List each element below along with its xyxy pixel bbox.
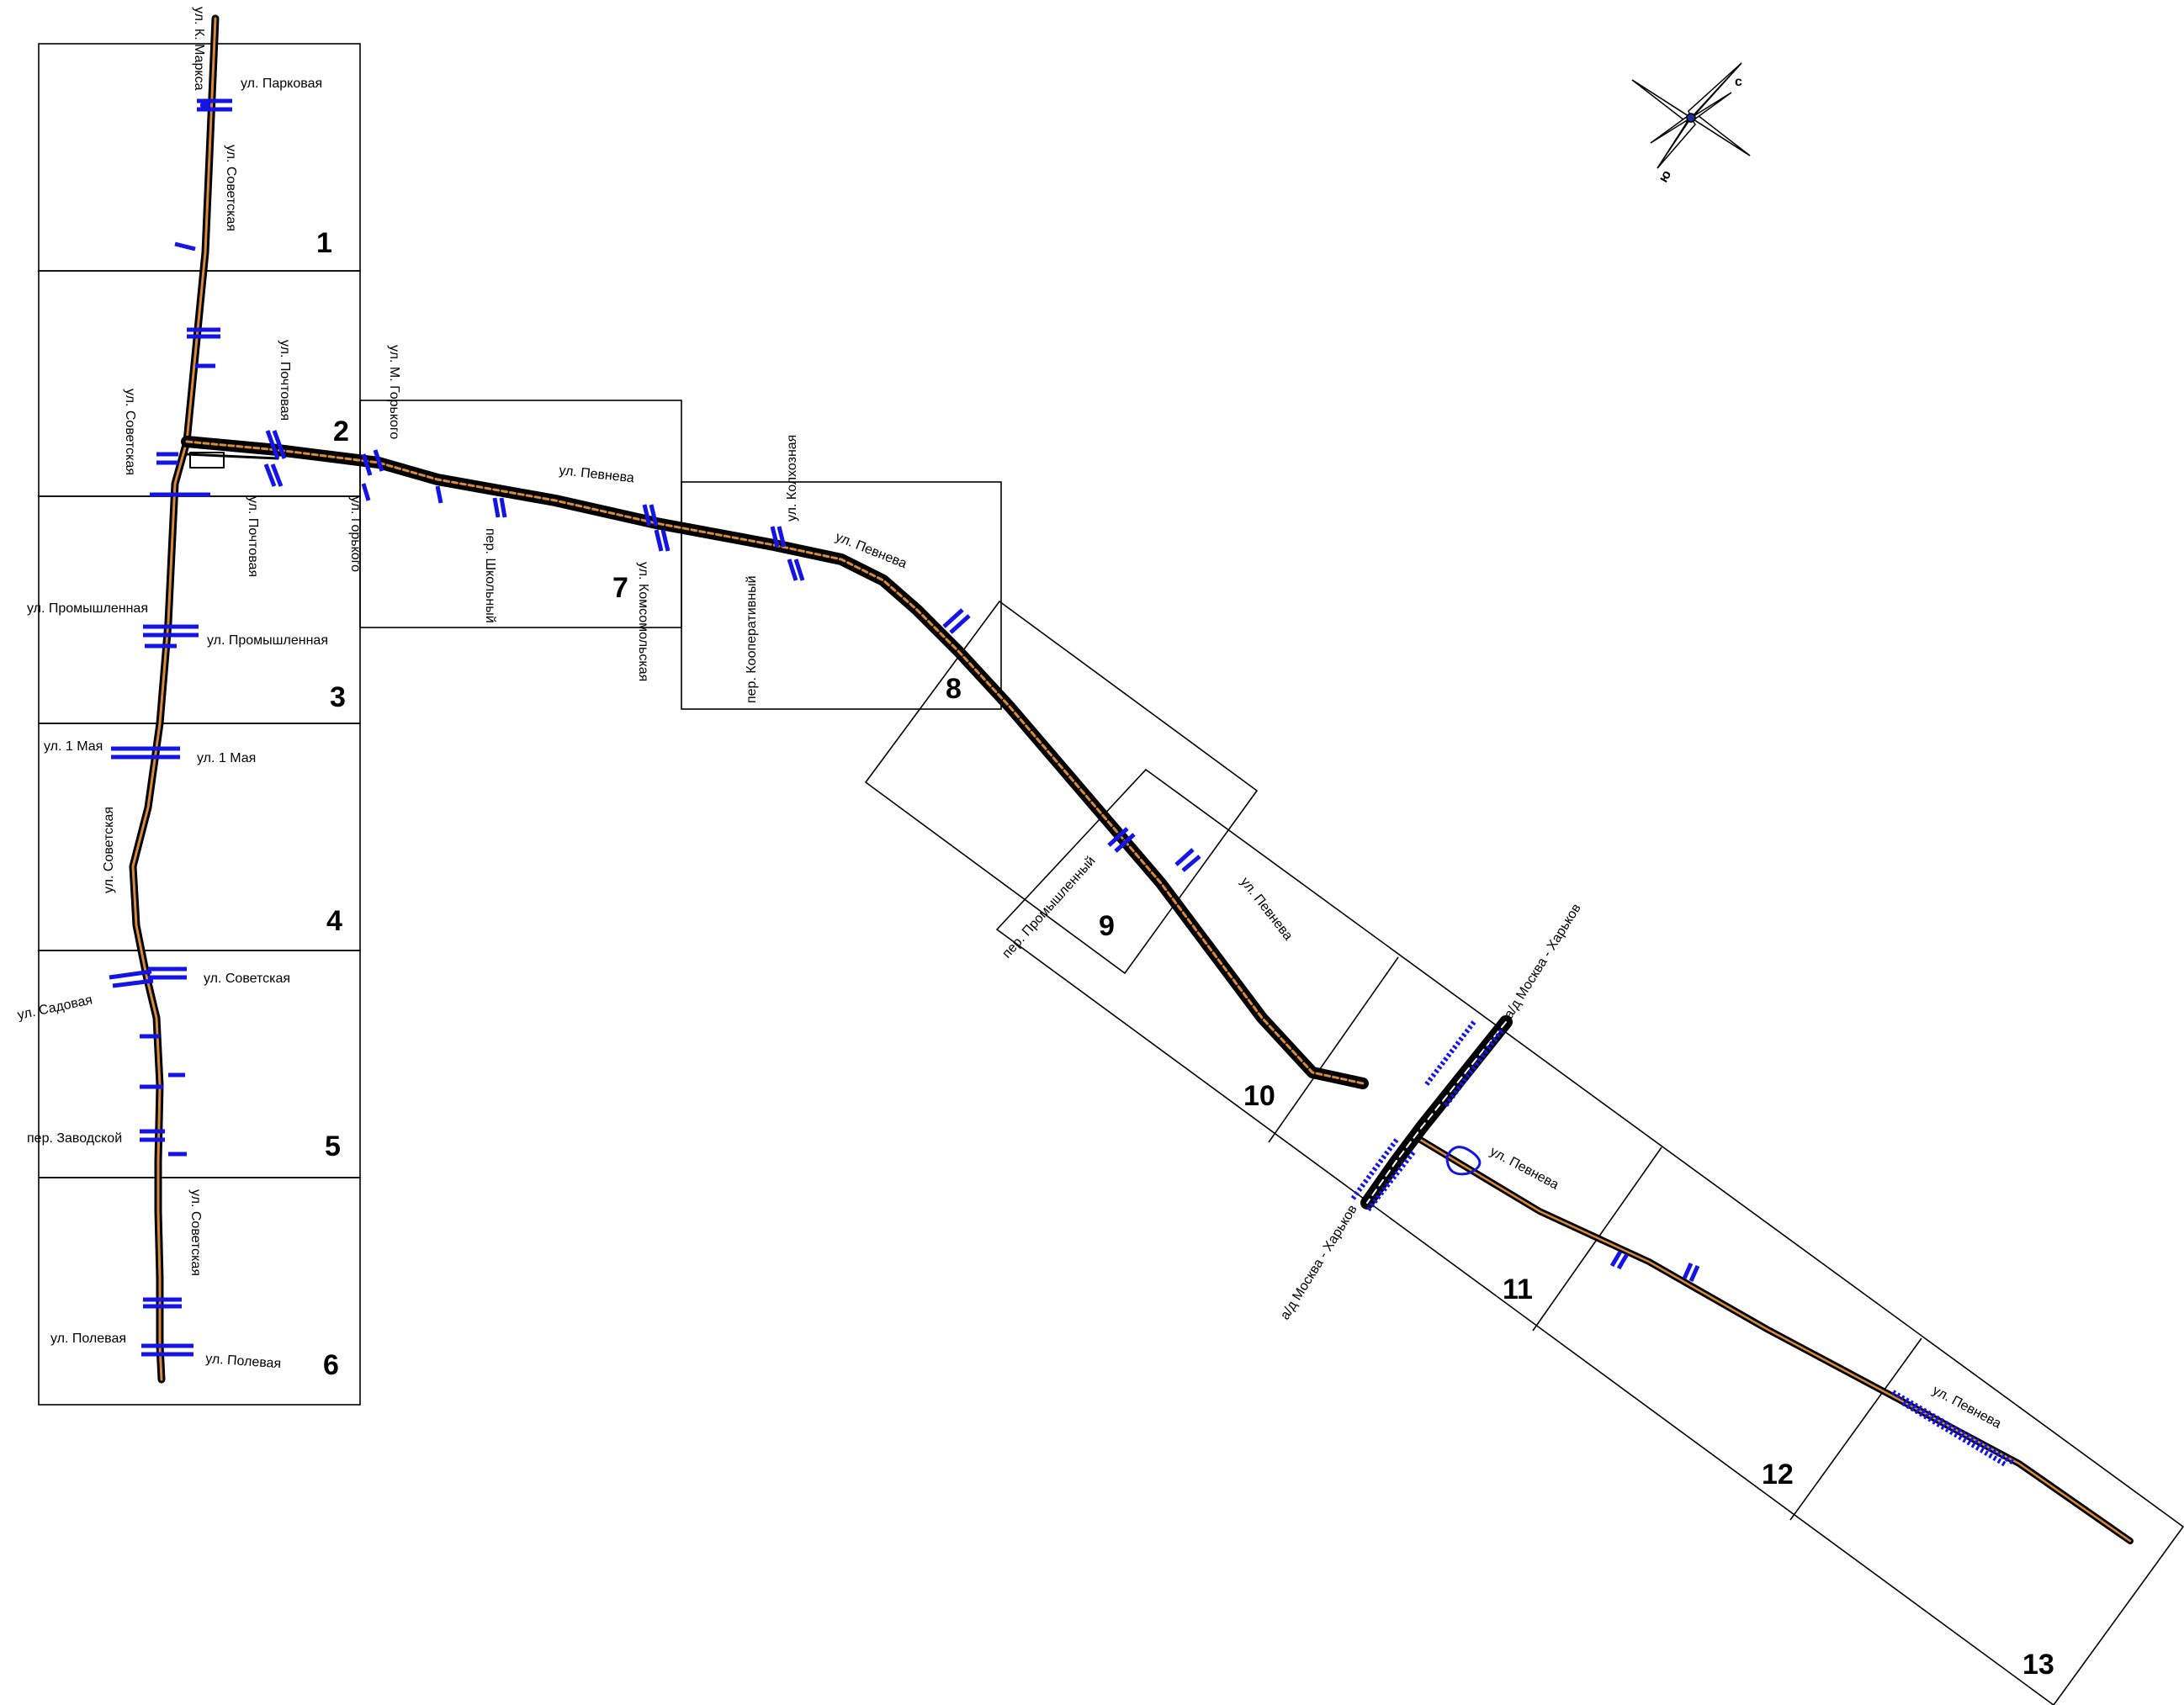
crossing-komsomolskaya [642,504,671,552]
sheet-frame-9 [864,600,1259,975]
crossing-kolkhoznaya [770,526,805,581]
label-polevaya-right: ул. Полевая [205,1352,282,1371]
crossing-sov-5a [140,1034,185,1089]
label-komsomolskaya: ул. Комсомольская [636,562,650,681]
crossing-pevneva-8 [942,608,971,634]
label-highway-top: а/д Москва - Харьков [1502,902,1584,1021]
sheet-number-4: 4 [326,905,342,937]
label-sadovaya: ул. Садовая [16,993,93,1022]
compass-rose-icon [1631,62,1751,169]
sheet-number-6: 6 [323,1349,339,1381]
label-pevneva-7: ул. Певнева [559,463,635,485]
road-network [129,14,2134,1544]
label-promyshlenny: пер. Промышленный [999,854,1098,961]
label-polevaya-left: ул. Полевая [50,1332,126,1346]
label-highway-bottom: а/д Москва - Харьков [1278,1203,1360,1322]
label-pochtovaya-bottom: ул. Почтовая [246,496,260,577]
sheet-divider-12-13 [1789,1337,1922,1521]
sheet-number-7: 7 [612,572,628,604]
sheet-number-9: 9 [1099,910,1115,942]
road-pevneva-axis [185,440,1365,1085]
sheet-number-5: 5 [325,1130,341,1162]
label-1-maya-right: ул. 1 Мая [197,751,256,765]
compass-south: ю [1657,167,1675,185]
compass-rose: с ю [1631,62,1751,185]
label-sovetskaya-2: ул. Советская [123,389,137,475]
crossing-sov-6a [143,1297,182,1309]
crossing-polevaya [141,1343,193,1357]
sheet-divider-10-11 [1268,956,1399,1143]
label-kolkhoznaya: ул. Колхозная [785,435,799,522]
crossing-promyshlennaya [143,624,199,649]
sheet-frame-8 [681,481,1002,710]
sheet-number-11: 11 [1503,1273,1533,1305]
road-sovetskaya-north-axis [131,17,217,1381]
road-highway-axis [1366,1021,1507,1204]
label-pevneva-10: ул. Певнева [1238,875,1296,943]
crossing-zavodskoy [140,1129,187,1157]
crossing-sov-2a [187,327,220,339]
highway-fences [1350,1020,2017,1468]
crossing-sadovaya [109,966,187,988]
label-parkovaya: ул. Парковая [241,77,322,91]
crossing-gorkogo [361,449,384,501]
label-promyshlennaya-right: ул. Промышленная [207,633,328,648]
road-sovetskaya-north [129,14,220,1384]
crossing-pochtovaya [263,430,287,487]
label-kooperativny: пер. Кооперативный [745,575,759,703]
sheet-number-3: 3 [330,681,346,713]
crossing-promyshlenny [1107,827,1201,872]
sheet-frames [38,43,2184,1705]
crossing-shkolny [435,485,507,518]
crossing-sov-2c [156,452,178,465]
label-sovetskaya-4: ул. Советская [102,807,116,893]
crossing-pevneva-11 [1609,1250,1700,1283]
building-outline [189,452,225,469]
sheet-number-8: 8 [946,673,962,705]
sheet-number-10: 10 [1243,1080,1275,1112]
label-gorkogo: ул. Горького [348,496,363,572]
crossing-sov-1 [174,241,196,252]
highway-ramp [1445,1146,1482,1176]
sheet-number-2: 2 [333,416,349,447]
sheet-number-13: 13 [2022,1649,2054,1681]
road-pevneva-southeast-axis [1412,1134,2132,1543]
label-1-maya-left: ул. 1 Мая [44,739,103,754]
compass-north: с [1735,75,1742,89]
street-labels: ул. К. Маркса ул. Парковая ул. Советская… [16,7,2003,1432]
crossing-parkovaya [197,98,232,112]
label-k-marksa: ул. К. Маркса [192,7,206,91]
label-sovetskaya-1: ул. Советская [224,145,238,231]
label-sovetskaya-5: ул. Советская [204,972,290,986]
label-sovetskaya-6: ул. Советская [188,1189,203,1276]
sheet-frame-6 [38,1177,361,1406]
crossing-1-maya [111,746,180,760]
sheet-number-12: 12 [1762,1459,1794,1491]
road-pochtovaya [185,453,279,460]
sheet-number-1: 1 [316,227,332,259]
label-m-gorkogo: ул. М. Горького [387,345,401,439]
sheet-numbers: 1 2 3 4 5 6 7 8 9 10 11 12 13 [316,227,2054,1681]
label-promyshlennaya-left: ул. Промышленная [27,601,148,616]
crossings [109,98,1700,1357]
label-pochtovaya-top: ул. Почтовая [278,340,292,421]
label-zavodskoy: пер. Заводской [27,1131,122,1146]
label-shkolny: пер. Школьный [483,528,497,623]
sheet-frame-10-13 [995,768,2184,1705]
